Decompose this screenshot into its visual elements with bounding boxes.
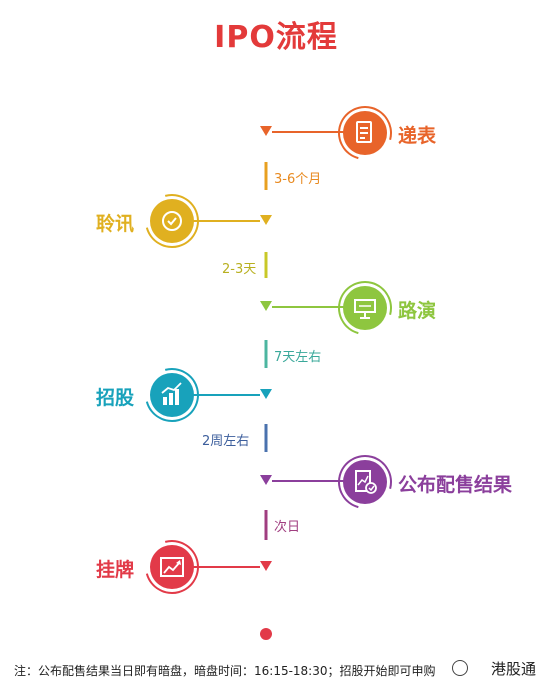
arrow-step-2 xyxy=(260,215,272,225)
step-label-1: 递表 xyxy=(398,125,437,147)
bar-chart-icon xyxy=(150,373,194,417)
page-title: IPO流程 xyxy=(214,20,338,55)
report-check-icon xyxy=(343,460,387,504)
document-icon xyxy=(343,111,387,155)
trend-up-icon xyxy=(150,545,194,589)
watermark-text: 港股通 xyxy=(490,660,536,678)
step-label-2: 聆讯 xyxy=(96,213,135,235)
timeline-end-dot xyxy=(260,628,272,640)
arrow-step-6 xyxy=(260,561,272,571)
step-label-6: 挂牌 xyxy=(96,559,135,581)
duration-5: 次日 xyxy=(274,520,301,535)
arrow-step-4 xyxy=(260,389,272,399)
duration-1: 3-6个月 xyxy=(274,172,322,187)
step-label-5: 公布配售结果 xyxy=(398,474,513,496)
duration-4: 2周左右 xyxy=(202,434,250,449)
arrow-step-1 xyxy=(260,126,272,136)
step-label-3: 路演 xyxy=(398,300,437,322)
footer-note: 注：公布配售结果当日即有暗盘，暗盘时间：16:15-18:30；招股开始即可申购 xyxy=(14,664,436,678)
duration-2: 2-3天 xyxy=(222,262,257,277)
duration-3: 7天左右 xyxy=(274,350,322,365)
arrow-step-3 xyxy=(260,301,272,311)
presentation-icon xyxy=(343,286,387,330)
check-icon xyxy=(150,199,194,243)
wechat-icon xyxy=(452,660,468,676)
arrow-step-5 xyxy=(260,475,272,485)
step-label-4: 招股 xyxy=(96,387,135,409)
